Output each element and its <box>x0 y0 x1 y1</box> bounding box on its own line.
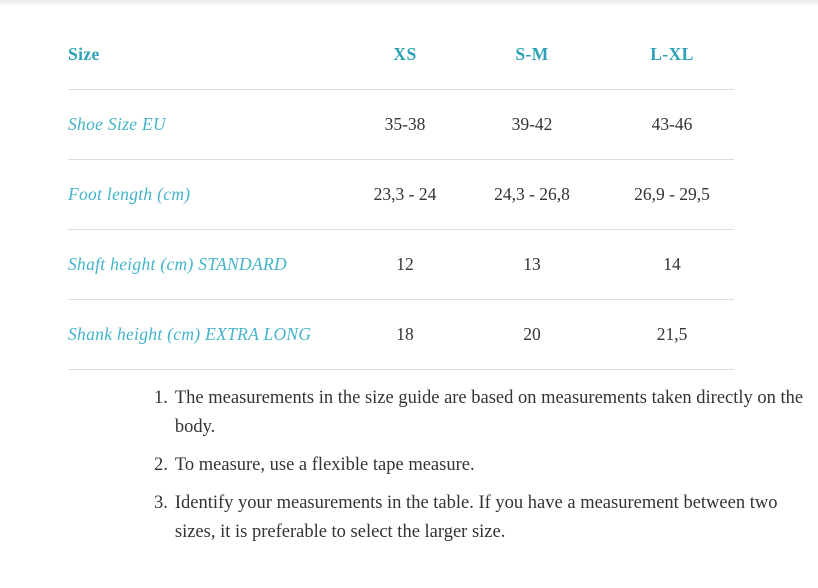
note-number: 3. <box>154 493 168 513</box>
cell-lxl: 43-46 <box>610 89 734 160</box>
cell-xs: 18 <box>356 299 454 370</box>
note-item: 3. Identify your measurements in the tab… <box>154 489 818 547</box>
column-header-xs: XS <box>356 20 454 90</box>
table-row: Foot length (cm) 23,3 - 24 24,3 - 26,8 2… <box>68 159 734 230</box>
size-guide-table: Size XS S-M L-XL Shoe Size EU 35-38 39-4… <box>68 20 734 370</box>
size-guide-section: Size XS S-M L-XL Shoe Size EU 35-38 39-4… <box>0 20 818 547</box>
cell-lxl: 21,5 <box>610 299 734 370</box>
note-number: 2. <box>154 455 168 475</box>
table-row: Shoe Size EU 35-38 39-42 43-46 <box>68 89 734 160</box>
cell-lxl: 14 <box>610 229 734 300</box>
cell-sm: 24,3 - 26,8 <box>454 159 610 230</box>
note-number: 1. <box>154 388 168 408</box>
cell-xs: 23,3 - 24 <box>356 159 454 230</box>
table-header-row: Size XS S-M L-XL <box>68 20 734 90</box>
cell-sm: 13 <box>454 229 610 300</box>
note-item: 2. To measure, use a flexible tape measu… <box>154 451 818 480</box>
note-text: The measurements in the size guide are b… <box>174 388 804 437</box>
table-body: Shoe Size EU 35-38 39-42 43-46 Foot leng… <box>68 89 734 370</box>
row-label: Shaft height (cm) STANDARD <box>68 229 356 300</box>
table-row: Shaft height (cm) STANDARD 12 13 14 <box>68 229 734 300</box>
cell-lxl: 26,9 - 29,5 <box>610 159 734 230</box>
note-item: 1. The measurements in the size guide ar… <box>154 384 818 442</box>
top-shadow-divider <box>0 0 818 7</box>
row-label: Foot length (cm) <box>68 159 356 230</box>
cell-xs: 12 <box>356 229 454 300</box>
column-header-size: Size <box>68 20 356 90</box>
row-label: Shoe Size EU <box>68 89 356 160</box>
column-header-sm: S-M <box>454 20 610 90</box>
cell-sm: 20 <box>454 299 610 370</box>
note-text: Identify your measurements in the table.… <box>174 493 778 542</box>
row-label: Shank height (cm) EXTRA LONG <box>68 299 356 370</box>
note-text: To measure, use a flexible tape measure. <box>174 455 475 475</box>
cell-sm: 39-42 <box>454 89 610 160</box>
notes-list: 1. The measurements in the size guide ar… <box>154 384 818 547</box>
cell-xs: 35-38 <box>356 89 454 160</box>
table-row: Shank height (cm) EXTRA LONG 18 20 21,5 <box>68 299 734 370</box>
column-header-lxl: L-XL <box>610 20 734 90</box>
